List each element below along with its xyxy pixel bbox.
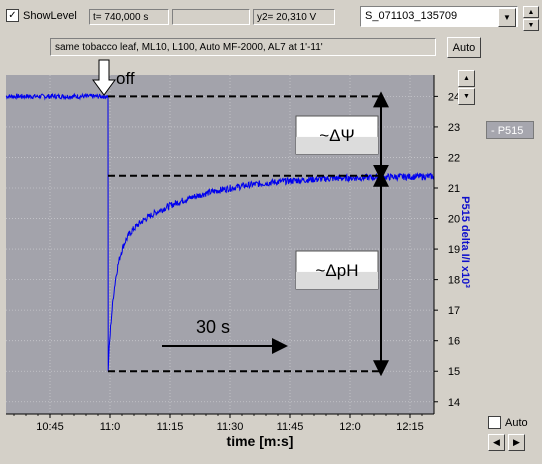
y-tick-label: 14 <box>448 397 460 409</box>
interval-label: 30 s <box>196 317 230 337</box>
nav-left-icon[interactable]: ◀ <box>488 434 505 451</box>
auto-checkbox-label: Auto <box>505 416 528 429</box>
chevron-down-icon[interactable]: ▼ <box>498 8 516 27</box>
auto-button[interactable]: Auto <box>447 37 481 58</box>
spin-down-icon[interactable]: ▼ <box>523 19 539 31</box>
axes: 10:45 11:0 11:15 11:30 11:45 12:0 12:15 24 23 22 2… <box>6 75 471 449</box>
y-tick-label: 23 <box>448 122 460 134</box>
scroll-down-icon[interactable]: ▼ <box>458 88 475 105</box>
spin-up-icon[interactable]: ▲ <box>523 6 539 18</box>
off-label: off <box>116 69 135 88</box>
grid-lines <box>6 75 434 414</box>
showlevel-label: ShowLevel <box>23 9 77 22</box>
x-axis-label: time [m:s] <box>227 433 294 449</box>
description-field[interactable]: same tobacco leaf, ML10, L100, Auto MF-2… <box>50 38 436 56</box>
y-tick-label: 21 <box>448 183 460 195</box>
auto-checkbox[interactable] <box>488 416 501 429</box>
dataset-select[interactable]: S_071103_135709 ▼ <box>360 6 518 27</box>
y-axis-label: P515 delta I/I x10³ <box>459 196 471 288</box>
x-tick-label: 11:45 <box>277 421 304 433</box>
scroll-up-icon[interactable]: ▲ <box>458 70 475 87</box>
x-tick-label: 12:15 <box>396 421 424 433</box>
annotation-overlay: ~ΔΨ ~ΔpH off 30 s <box>92 59 389 377</box>
dataset-select-value: S_071103_135709 <box>365 10 458 22</box>
toolbar: ✓ ShowLevel t= 740,000 s y2= 20,310 V S_… <box>0 0 542 34</box>
y2-readout: y2= 20,310 V <box>253 9 335 25</box>
x-tick-label: 11:30 <box>217 421 244 433</box>
legend-item-p515[interactable]: - P515 <box>486 121 534 139</box>
x-tick-label: 11:0 <box>100 421 121 433</box>
x-tick-label: 12:0 <box>339 421 360 433</box>
x-tick-label: 10:45 <box>36 421 64 433</box>
empty-readout <box>172 9 250 25</box>
showlevel-checkbox[interactable]: ✓ <box>6 9 19 22</box>
off-arrow-icon <box>92 59 116 96</box>
delta-ph-label: ~ΔpH <box>315 261 358 280</box>
auto-toggle[interactable]: Auto <box>488 416 528 429</box>
y-tick-label: 18 <box>448 275 460 287</box>
x-tick-label: 11:15 <box>157 421 184 433</box>
y-tick-label: 22 <box>448 152 460 164</box>
y-tick-label: 24 <box>448 91 460 103</box>
time-readout: t= 740,000 s <box>89 9 169 25</box>
delta-psi-label: ~ΔΨ <box>319 126 355 145</box>
delta-psi-shade <box>296 136 378 154</box>
nav-right-icon[interactable]: ▶ <box>508 434 525 451</box>
y-tick-label: 15 <box>448 366 460 378</box>
y-tick-label: 19 <box>448 244 460 256</box>
y-tick-label: 17 <box>448 305 460 317</box>
showlevel-toggle[interactable]: ✓ ShowLevel <box>6 9 77 22</box>
y-tick-label: 16 <box>448 336 460 348</box>
y-tick-label: 20 <box>448 214 460 226</box>
delta-ph-shade <box>296 271 378 289</box>
